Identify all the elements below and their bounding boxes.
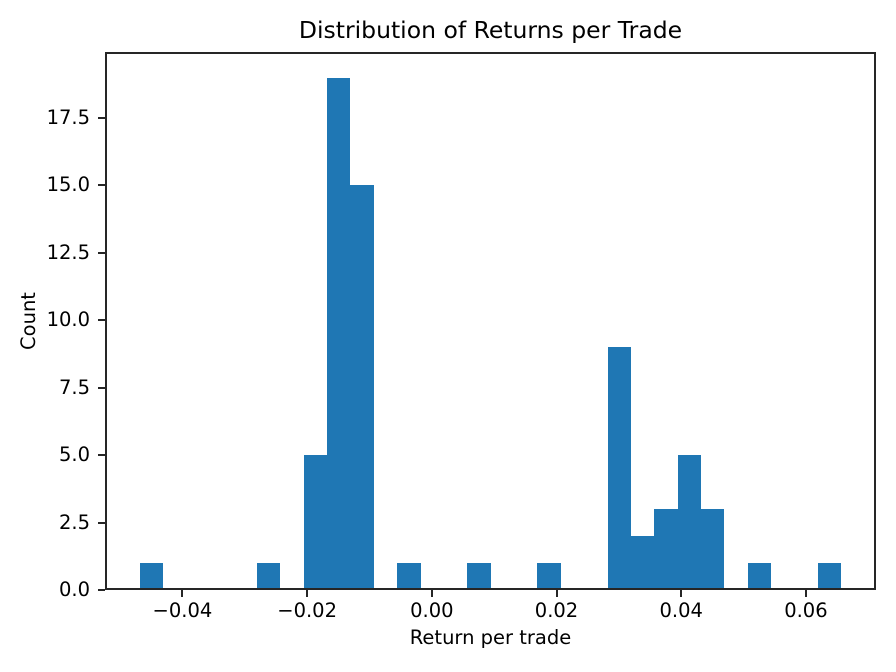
x-tick-label: 0.06	[784, 599, 828, 622]
x-tick-mark	[680, 590, 683, 597]
histogram-bar	[303, 455, 328, 590]
x-tick-label: −0.04	[152, 599, 213, 622]
y-tick-label: 12.5	[46, 240, 90, 264]
y-tick-label: 5.0	[58, 443, 90, 467]
histogram-bar	[537, 563, 561, 590]
histogram-bar	[630, 536, 655, 590]
histogram-bar	[607, 347, 631, 590]
histogram-bar	[327, 77, 351, 590]
histogram-bar	[397, 563, 421, 590]
y-tick-mark	[98, 386, 105, 389]
y-tick-mark	[98, 589, 105, 591]
y-tick-label: 2.5	[58, 510, 90, 534]
y-tick-label: 17.5	[46, 106, 90, 130]
x-tick-mark	[306, 590, 309, 597]
histogram-bar	[700, 509, 725, 590]
y-tick-label: 15.0	[46, 173, 90, 197]
y-tick-label: 10.0	[46, 308, 90, 332]
y-tick-mark	[98, 251, 105, 254]
y-tick-mark	[98, 454, 105, 457]
x-axis-label: Return per trade	[409, 626, 572, 649]
y-tick-mark	[98, 117, 105, 120]
x-tick-mark	[555, 590, 558, 597]
chart-title: Distribution of Returns per Trade	[298, 16, 683, 44]
x-tick-mark	[430, 590, 433, 597]
x-tick-mark	[181, 590, 184, 597]
histogram-bar	[467, 563, 491, 590]
histogram-bar	[140, 563, 164, 590]
histogram-bar	[350, 185, 374, 590]
y-tick-mark	[98, 319, 105, 322]
y-tick-mark	[98, 184, 105, 187]
histogram-bar	[256, 563, 281, 590]
x-tick-label: −0.02	[277, 599, 337, 622]
axes-spines	[105, 52, 876, 590]
histogram-bar	[654, 509, 678, 590]
plot-area: −0.04 −0.02 0.00 0.02 0.04 0.06 0.0 2.5 5.0 7.5 10…	[47, 52, 876, 622]
x-tick-mark	[804, 590, 807, 597]
y-tick-label: 0.0	[58, 578, 90, 601]
x-tick-label: 0.04	[659, 599, 703, 622]
histogram-bar	[747, 563, 772, 590]
x-tick-label: 0.00	[410, 599, 454, 622]
y-tick-label: 7.5	[58, 375, 90, 399]
y-tick-mark	[98, 521, 105, 524]
histogram-bar	[677, 455, 701, 590]
x-tick-label: 0.02	[534, 599, 579, 622]
histogram-bar	[817, 563, 842, 590]
y-axis-label: Count	[17, 292, 40, 350]
